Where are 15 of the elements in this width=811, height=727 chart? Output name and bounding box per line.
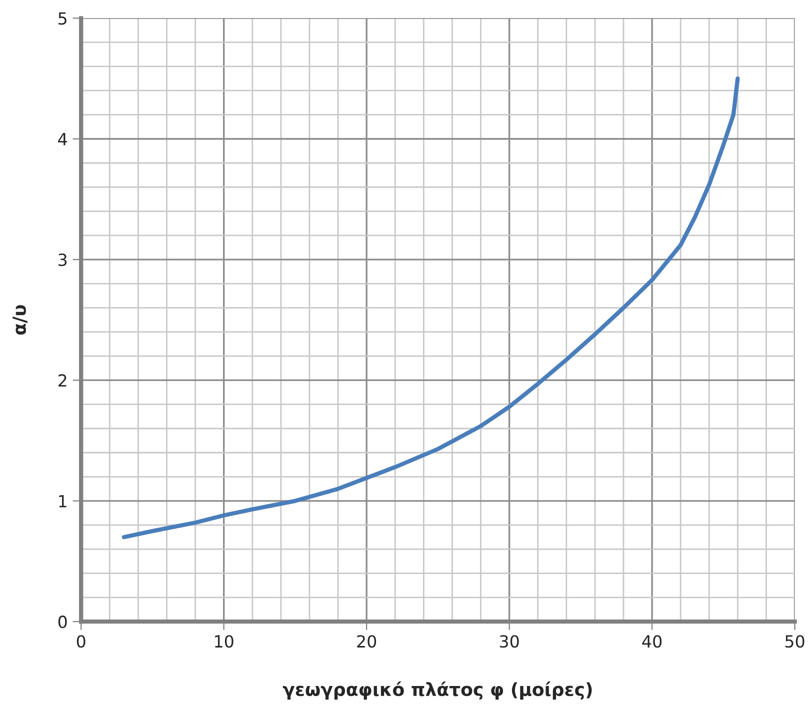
x-tick-label: 40	[642, 635, 662, 648]
x-tick-label: 30	[500, 635, 519, 648]
x-tick-label: 0	[76, 635, 86, 648]
y-axis-title: α/υ	[12, 305, 28, 335]
y-tick-label: 3	[58, 254, 67, 266]
y-tick-label: 5	[58, 12, 66, 25]
x-tick-label: 10	[215, 635, 234, 648]
x-tick-label: 50	[785, 635, 804, 648]
y-tick-label: 0	[58, 616, 67, 628]
y-tick-label: 1	[59, 495, 66, 508]
line-series	[122, 76, 740, 540]
y-tick-label: 4	[58, 133, 67, 146]
x-tick-label: 20	[357, 635, 376, 648]
x-axis-title: γεωγραφικό πλάτος φ (μοίρες)	[282, 681, 592, 700]
y-tick-label: 2	[58, 374, 66, 387]
